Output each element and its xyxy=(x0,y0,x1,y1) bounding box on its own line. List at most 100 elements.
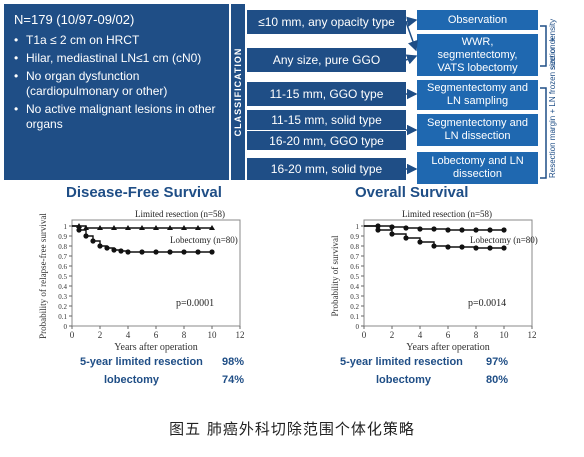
data-point xyxy=(167,249,173,255)
data-point xyxy=(487,227,493,233)
y-axis-label: Probability of relapse-free survival xyxy=(38,213,48,339)
y-tick-label: 0.2 xyxy=(58,303,67,311)
data-point xyxy=(83,233,89,239)
data-point xyxy=(417,226,423,232)
patient-cohort-header: N=179 (10/97-09/02) xyxy=(14,12,135,27)
y-tick-label: 0 xyxy=(356,323,360,331)
os-summary-value-2: 80% xyxy=(486,374,509,386)
series-label-limited: Limited resection (n=58) xyxy=(402,209,492,219)
x-tick-label: 4 xyxy=(126,330,131,340)
data-point xyxy=(139,249,145,255)
p-value: p=0.0001 xyxy=(176,298,214,309)
classification-bar: CLASSIFICATION xyxy=(231,4,245,180)
x-tick-label: 6 xyxy=(154,330,159,340)
y-tick-label: 0.6 xyxy=(58,263,67,271)
class-box-pure-ggo: Any size, pure GGO xyxy=(247,48,406,72)
data-point xyxy=(181,225,187,230)
y-tick-label: 0.9 xyxy=(350,233,359,241)
os-title: Overall Survival xyxy=(355,184,469,201)
data-point xyxy=(487,245,493,251)
arrow-to-observation xyxy=(405,16,418,27)
x-tick-label: 10 xyxy=(208,330,218,340)
data-point xyxy=(125,225,131,230)
criterion-item: T1a ≤ 2 cm on HRCT xyxy=(14,33,219,48)
x-tick-label: 4 xyxy=(418,330,423,340)
y-tick-label: 0 xyxy=(64,323,68,331)
x-axis-label: Years after operation xyxy=(406,342,489,353)
data-point xyxy=(473,227,479,233)
data-point xyxy=(118,248,124,254)
os-summary-value-1: 97% xyxy=(486,356,509,368)
x-tick-label: 12 xyxy=(236,330,245,340)
x-tick-label: 0 xyxy=(70,330,75,340)
data-point xyxy=(445,227,451,233)
data-point xyxy=(167,225,173,230)
dfs-title: Disease-Free Survival xyxy=(66,184,222,201)
treatment-box-observation: Observation xyxy=(417,10,538,30)
dfs-summary-label-1: 5-year limited resection xyxy=(80,356,203,368)
criterion-item: No active malignant lesions in other org… xyxy=(14,102,219,132)
data-point xyxy=(209,225,215,230)
data-point xyxy=(111,247,117,253)
series-label-limited: Limited resection (n=58) xyxy=(135,209,225,219)
data-point xyxy=(459,244,465,250)
data-point xyxy=(125,249,131,255)
y-axis-label: Probability of survival xyxy=(330,235,340,316)
data-point xyxy=(501,245,507,251)
data-point xyxy=(431,243,437,249)
y-tick-label: 0.5 xyxy=(350,273,359,281)
flow-arrows xyxy=(405,16,547,179)
y-tick-label: 0.3 xyxy=(58,293,67,301)
data-point xyxy=(459,227,465,233)
class-box-le10mm: ≤10 mm, any opacity type xyxy=(247,10,406,34)
data-point xyxy=(111,225,117,230)
data-point xyxy=(375,227,381,233)
figure-caption: 图五 肺癌外科切除范围个体化策略 xyxy=(169,420,415,438)
x-tick-label: 10 xyxy=(500,330,510,340)
dfs-summary-value-2: 74% xyxy=(222,374,245,386)
class-box-16-20-ggo: 16-20 mm, GGO type xyxy=(247,130,406,150)
x-tick-label: 8 xyxy=(182,330,187,340)
y-tick-label: 0.2 xyxy=(350,303,359,311)
treatment-box-limited: WWR, segmentectomy, VATS lobectomy xyxy=(417,34,538,76)
data-point xyxy=(403,225,409,231)
y-tick-label: 1 xyxy=(356,223,360,231)
bracket-margin-frozen xyxy=(540,87,547,179)
os-summary-label-2: lobectomy xyxy=(376,374,432,386)
data-point xyxy=(153,225,159,230)
treatment-strategy-diagram: N=179 (10/97-09/02) T1a ≤ 2 cm on HRCT H… xyxy=(0,0,584,188)
os-summary-label-1: 5-year limited resection xyxy=(340,356,463,368)
data-point xyxy=(76,227,82,233)
data-point xyxy=(83,225,89,230)
data-point xyxy=(153,249,159,255)
y-tick-label: 0.8 xyxy=(58,243,67,251)
arrow-pure-ggo xyxy=(405,54,418,65)
data-point xyxy=(104,245,110,251)
y-tick-label: 1 xyxy=(64,223,68,231)
dfs-summary-label-2: lobectomy xyxy=(104,374,160,386)
y-tick-label: 0.5 xyxy=(58,273,67,281)
data-point xyxy=(501,227,507,233)
y-tick-label: 0.4 xyxy=(350,283,359,291)
y-tick-label: 0.7 xyxy=(350,253,359,261)
dfs-chart: 00.10.20.30.40.50.60.70.80.910 2 4 6 8 10 12Ye… xyxy=(38,209,245,353)
data-point xyxy=(195,225,201,230)
class-box-11-15-solid: 11-15 mm, solid type xyxy=(247,110,406,130)
data-point xyxy=(473,245,479,251)
criterion-item: Hilar, mediastinal LN≤1 cm (cN0) xyxy=(14,51,219,66)
data-point xyxy=(209,249,215,255)
data-point xyxy=(403,235,409,241)
x-tick-label: 2 xyxy=(390,330,395,340)
series-label-lobectomy: Lobectomy (n=80) xyxy=(170,235,238,245)
data-point xyxy=(97,225,103,230)
x-tick-label: 8 xyxy=(474,330,479,340)
y-tick-label: 0.7 xyxy=(58,253,67,261)
treatment-box-seg-sampling: Segmentectomy and LN sampling xyxy=(417,80,538,110)
data-point xyxy=(181,249,187,255)
data-point xyxy=(389,231,395,237)
inclusion-criteria-list: T1a ≤ 2 cm on HRCT Hilar, mediastinal LN… xyxy=(14,33,219,132)
data-point xyxy=(417,239,423,245)
arrow-to-limited xyxy=(405,21,418,52)
y-tick-label: 0.8 xyxy=(350,243,359,251)
x-tick-label: 0 xyxy=(362,330,367,340)
